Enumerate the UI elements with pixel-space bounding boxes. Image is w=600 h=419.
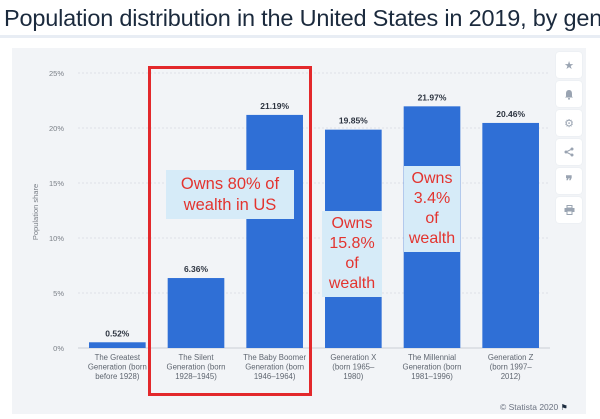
print-icon[interactable] [556,197,582,223]
data-label: 0.52% [105,328,130,338]
category-label: 1981–1996) [411,372,453,381]
highlight-box [148,66,312,396]
category-label: 1946–1964) [254,372,296,381]
callout-line: Owns [331,215,373,232]
callout-line: of [345,255,359,272]
category-label: 1980) [343,372,363,381]
callout-line: of [425,210,439,227]
bell-icon[interactable] [556,81,582,107]
category-label: Generation X [330,353,377,362]
data-labels: 0.52% 6.36% 21.19% 19.85% 21.97% 20.46% [105,92,525,338]
flag-icon: ⚑ [560,403,568,412]
category-label: Generation (born [403,363,462,372]
bar [246,114,303,348]
title-divider [0,35,600,38]
page-title: Population distribution in the United St… [4,5,600,31]
callout-genx: Owns 15.8% of wealth [322,211,382,297]
callout-line: wealth [408,230,456,247]
category-label: The Baby Boomer [243,353,306,362]
category-label: (born 1965– [332,363,375,372]
data-label: 21.97% [418,92,447,102]
star-icon[interactable]: ★ [556,52,582,78]
gear-icon[interactable]: ⚙ [556,110,582,136]
y-tick-label: 15% [49,179,64,188]
data-label: 21.19% [260,101,289,111]
category-label: Generation (born [245,363,304,372]
callout-line: Owns 80% of [180,175,280,193]
callout-millennial: Owns 3.4% of wealth [404,166,460,252]
bar [167,278,225,348]
chart-toolbar: ★ ⚙ ❞ [556,52,584,226]
y-axis-ticks: 0% 5% 10% 15% 20% 25% [49,69,64,353]
share-icon[interactable] [556,139,582,165]
category-label: before 1928) [95,372,140,381]
quote-icon[interactable]: ❞ [556,168,582,194]
category-label: The Greatest [95,353,141,362]
y-tick-label: 0% [53,344,64,353]
y-tick-label: 20% [49,124,64,133]
data-label: 20.46% [496,109,525,119]
y-axis-title: Population share [31,184,40,240]
data-label: 19.85% [339,116,368,126]
callout-line: wealth in US [183,195,277,214]
category-label: Generation (born [167,363,226,372]
callout-line: 3.4% [413,190,451,207]
category-label: (born 1997– [490,363,533,372]
callout-boomer-silent: Owns 80% of wealth in US [166,170,294,220]
callout-line: wealth [328,275,376,292]
category-label: 1928–1945) [175,372,217,381]
callout-line: 15.8% [329,235,375,252]
source-credit: © Statista 2020 ⚑ [500,402,568,412]
category-label: Generation Z [488,353,534,362]
y-tick-label: 5% [53,289,64,298]
data-label: 6.36% [184,264,209,274]
grid-lines [78,72,550,349]
y-tick-label: 25% [49,69,64,78]
credit-text: © Statista 2020 [500,402,559,412]
category-label: Generation (born [88,363,147,372]
bar [482,122,539,348]
bar [89,342,146,348]
callout-line: Owns [411,170,453,187]
category-label: The Millennial [408,353,456,362]
category-label: 2012) [501,372,521,381]
category-label: The Silent [178,353,214,362]
y-tick-label: 10% [49,234,64,243]
